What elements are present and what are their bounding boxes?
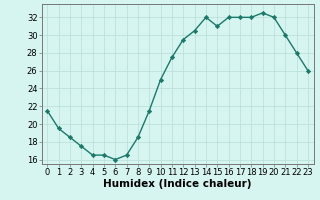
X-axis label: Humidex (Indice chaleur): Humidex (Indice chaleur) [103, 179, 252, 189]
